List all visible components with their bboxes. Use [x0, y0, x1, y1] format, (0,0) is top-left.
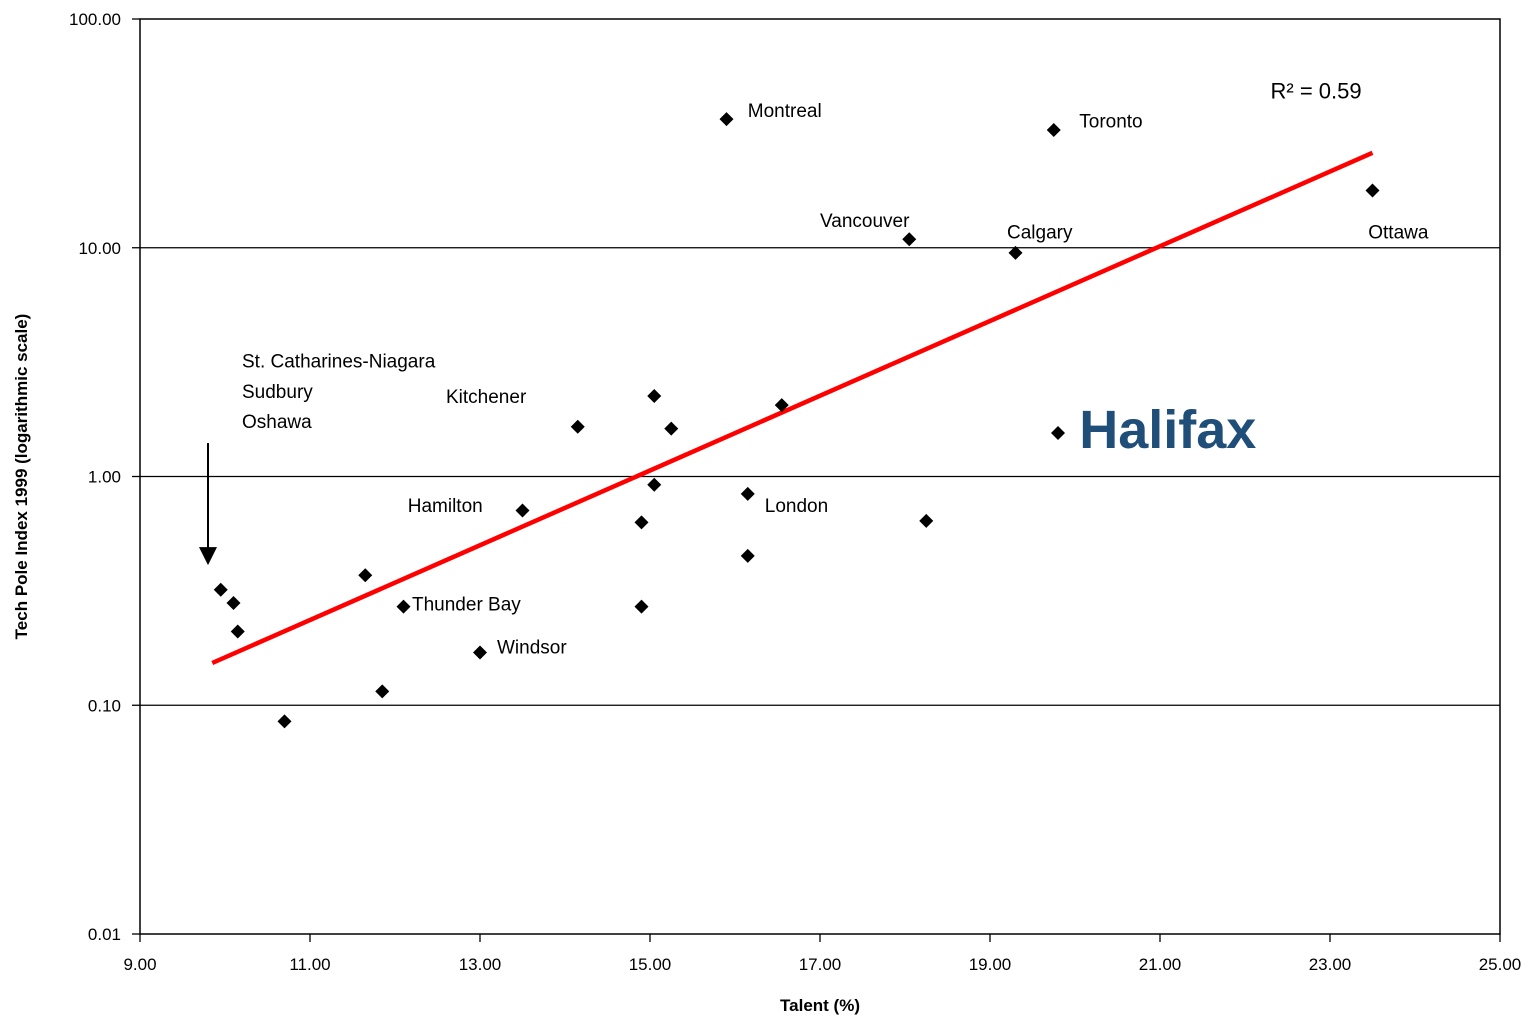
data-point	[230, 624, 245, 639]
x-tick-label: 9.00	[123, 955, 156, 974]
gridlines	[140, 247, 1500, 706]
data-point	[1008, 245, 1023, 260]
halifax-label: Halifax	[1079, 400, 1256, 460]
x-axis: 9.00 11.00 13.00 15.00 17.00 19.00 21.00 23.00 2…	[123, 934, 1521, 974]
data-point	[634, 599, 649, 614]
point-label: St. Catharines-Niagara	[242, 351, 436, 372]
data-point	[396, 599, 411, 614]
data-point	[570, 419, 585, 434]
point-label: Thunder Bay	[412, 594, 521, 615]
point-labels: Montreal Toronto Vancouver Calgary Ottawa Kit…	[242, 101, 1429, 658]
y-axis-title: Tech Pole Index 1999 (logarithmic scale)	[12, 314, 31, 640]
y-tick-label: 10.00	[78, 239, 121, 258]
x-tick-label: 23.00	[1309, 955, 1352, 974]
point-label: Ottawa	[1368, 222, 1429, 243]
data-point	[1365, 183, 1380, 198]
data-point	[774, 398, 789, 413]
point-label: Toronto	[1079, 112, 1142, 133]
data-point	[902, 232, 917, 247]
point-label: Calgary	[1007, 222, 1073, 243]
data-point	[213, 582, 228, 597]
point-label: Montreal	[748, 101, 822, 122]
x-tick-label: 17.00	[799, 955, 842, 974]
data-point	[1051, 425, 1065, 440]
data-point	[375, 684, 390, 699]
x-tick-label: 21.00	[1139, 955, 1182, 974]
data-point	[473, 645, 487, 660]
data-point	[515, 503, 530, 518]
point-label: Oshawa	[242, 412, 312, 433]
y-tick-label: 100.00	[69, 10, 121, 29]
x-tick-label: 25.00	[1479, 955, 1522, 974]
data-point	[647, 388, 662, 403]
data-point	[719, 112, 734, 127]
y-tick-label: 0.01	[88, 925, 121, 944]
y-tick-label: 0.10	[88, 696, 121, 715]
x-tick-label: 19.00	[969, 955, 1012, 974]
data-point	[740, 486, 755, 501]
point-label: Windsor	[497, 638, 567, 659]
x-tick-label: 13.00	[459, 955, 502, 974]
data-point	[919, 513, 934, 528]
trendline	[211, 150, 1374, 666]
y-axis: 0.01 0.10 1.00 10.00 100.00	[69, 10, 140, 944]
point-label: Vancouver	[820, 211, 910, 232]
point-label: Kitchener	[446, 387, 527, 408]
data-point	[358, 568, 373, 583]
point-label: Hamilton	[408, 496, 483, 517]
arrow-head	[199, 547, 217, 566]
data-points	[213, 112, 1380, 729]
r-squared-label: R² = 0.59	[1271, 78, 1362, 103]
x-tick-label: 15.00	[629, 955, 672, 974]
x-tick-label: 11.00	[289, 955, 330, 974]
y-tick-label: 1.00	[88, 468, 121, 487]
data-point	[226, 595, 241, 610]
point-label: London	[765, 496, 828, 517]
x-axis-title: Talent (%)	[780, 996, 860, 1015]
data-point	[634, 515, 649, 530]
point-label: Sudbury	[242, 382, 313, 403]
data-point	[277, 714, 292, 729]
data-point	[664, 421, 679, 436]
data-point	[740, 548, 755, 563]
arrow-indicator	[199, 443, 217, 566]
data-point	[647, 477, 662, 492]
data-point	[1046, 123, 1061, 138]
